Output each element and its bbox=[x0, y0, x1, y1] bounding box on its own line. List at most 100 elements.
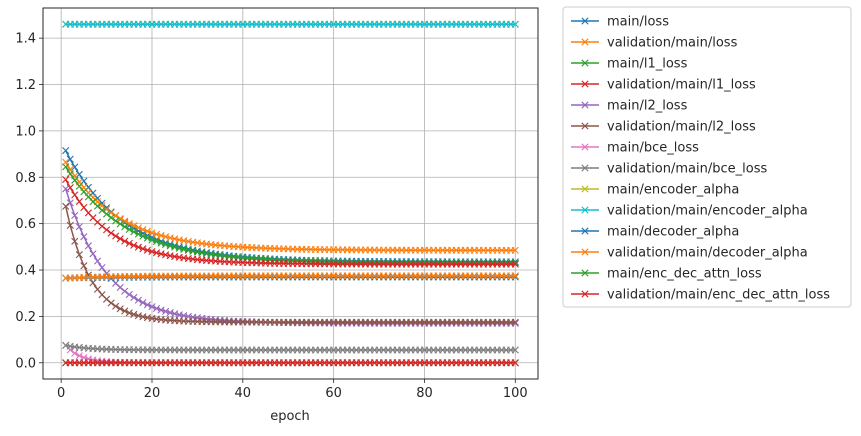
data-point bbox=[112, 232, 120, 240]
legend-label: main/l2_loss bbox=[607, 99, 688, 114]
data-point bbox=[130, 222, 138, 230]
data-point bbox=[143, 301, 152, 309]
data-point bbox=[75, 251, 83, 259]
legend-label: validation/main/enc_dec_attn_loss bbox=[607, 288, 830, 303]
data-point bbox=[152, 230, 161, 238]
data-point bbox=[84, 242, 93, 250]
data-point bbox=[121, 307, 129, 315]
x-tick-label: 80 bbox=[416, 386, 433, 401]
x-tick-label: 40 bbox=[235, 386, 252, 401]
data-point bbox=[75, 170, 83, 178]
y-tick-label: 0.8 bbox=[15, 171, 36, 186]
data-point bbox=[112, 302, 120, 310]
series-validation-main-loss bbox=[62, 158, 519, 254]
data-point bbox=[152, 304, 161, 313]
legend-marker bbox=[581, 38, 589, 46]
data-point bbox=[130, 310, 138, 318]
data-point bbox=[121, 223, 129, 231]
data-point bbox=[121, 287, 129, 295]
data-point bbox=[134, 243, 142, 251]
y-tick-label: 0.0 bbox=[15, 356, 36, 371]
data-point bbox=[116, 220, 124, 228]
data-point bbox=[116, 305, 124, 313]
legend-marker bbox=[581, 227, 589, 235]
data-point bbox=[121, 237, 129, 245]
series-validation-main-enc-dec-attn-loss bbox=[62, 359, 519, 367]
y-tick-label: 1.0 bbox=[15, 124, 36, 139]
legend-label: main/encoder_alpha bbox=[607, 183, 739, 198]
data-point bbox=[71, 176, 79, 184]
data-point bbox=[66, 184, 74, 192]
data-point bbox=[98, 222, 106, 230]
data-point bbox=[102, 226, 111, 234]
legend-marker bbox=[581, 164, 589, 172]
data-point bbox=[511, 346, 519, 354]
legend-label: validation/main/l1_loss bbox=[607, 78, 756, 93]
y-tick-label: 0.4 bbox=[15, 264, 36, 279]
data-point bbox=[139, 232, 147, 240]
data-point bbox=[143, 246, 152, 254]
plot-frame bbox=[42, 7, 539, 380]
data-point bbox=[175, 244, 183, 252]
legend-marker bbox=[581, 206, 589, 214]
data-point bbox=[511, 20, 519, 28]
data-point bbox=[80, 233, 88, 241]
legend-marker bbox=[581, 59, 589, 67]
series-line bbox=[65, 275, 516, 279]
series-line bbox=[64, 206, 516, 323]
legend-marker bbox=[581, 290, 589, 298]
data-point bbox=[143, 234, 152, 242]
data-point bbox=[511, 260, 519, 268]
legend-marker bbox=[581, 122, 589, 130]
series-line bbox=[65, 276, 516, 279]
series-line bbox=[64, 188, 516, 325]
data-point bbox=[71, 191, 79, 199]
data-point bbox=[511, 318, 519, 326]
data-point bbox=[80, 203, 88, 212]
data-point bbox=[166, 242, 174, 250]
series-main-decoder-alpha bbox=[62, 273, 519, 282]
data-point bbox=[62, 147, 70, 155]
data-point bbox=[125, 239, 133, 247]
data-point bbox=[162, 240, 170, 249]
x-axis-label: epoch bbox=[270, 409, 310, 424]
data-point bbox=[62, 202, 70, 210]
legend-marker bbox=[581, 269, 589, 277]
data-point bbox=[66, 155, 74, 163]
data-point bbox=[511, 319, 519, 327]
legend-label: validation/main/bce_loss bbox=[607, 162, 767, 177]
data-point bbox=[62, 175, 70, 184]
series-layer bbox=[62, 20, 519, 367]
y-tick-label: 1.4 bbox=[15, 32, 36, 47]
data-point bbox=[71, 163, 79, 171]
legend-marker bbox=[581, 101, 589, 109]
data-point bbox=[125, 219, 133, 228]
data-point bbox=[511, 259, 519, 267]
legend-marker bbox=[581, 143, 589, 151]
data-point bbox=[148, 229, 156, 237]
series-main-l2-loss bbox=[62, 185, 519, 327]
series-validation-main-l2-loss bbox=[62, 202, 519, 326]
data-point bbox=[89, 250, 97, 258]
series-validation-main-bce-loss bbox=[62, 341, 519, 354]
legend-label: validation/main/decoder_alpha bbox=[607, 246, 808, 261]
data-point bbox=[166, 309, 174, 317]
legend-label: main/enc_dec_attn_loss bbox=[607, 267, 762, 282]
data-point bbox=[62, 163, 70, 171]
data-point bbox=[148, 247, 156, 256]
data-point bbox=[116, 235, 124, 243]
data-point bbox=[162, 307, 170, 315]
data-point bbox=[511, 273, 519, 281]
data-point bbox=[134, 312, 142, 320]
legend-frame bbox=[562, 6, 852, 308]
data-point bbox=[139, 245, 147, 253]
data-point bbox=[157, 239, 165, 247]
data-point bbox=[66, 221, 74, 229]
y-tick-label: 0.6 bbox=[15, 217, 36, 232]
data-point bbox=[134, 296, 142, 304]
data-point bbox=[157, 306, 165, 314]
data-point bbox=[112, 217, 120, 225]
data-point bbox=[148, 236, 156, 244]
data-point bbox=[75, 352, 83, 360]
